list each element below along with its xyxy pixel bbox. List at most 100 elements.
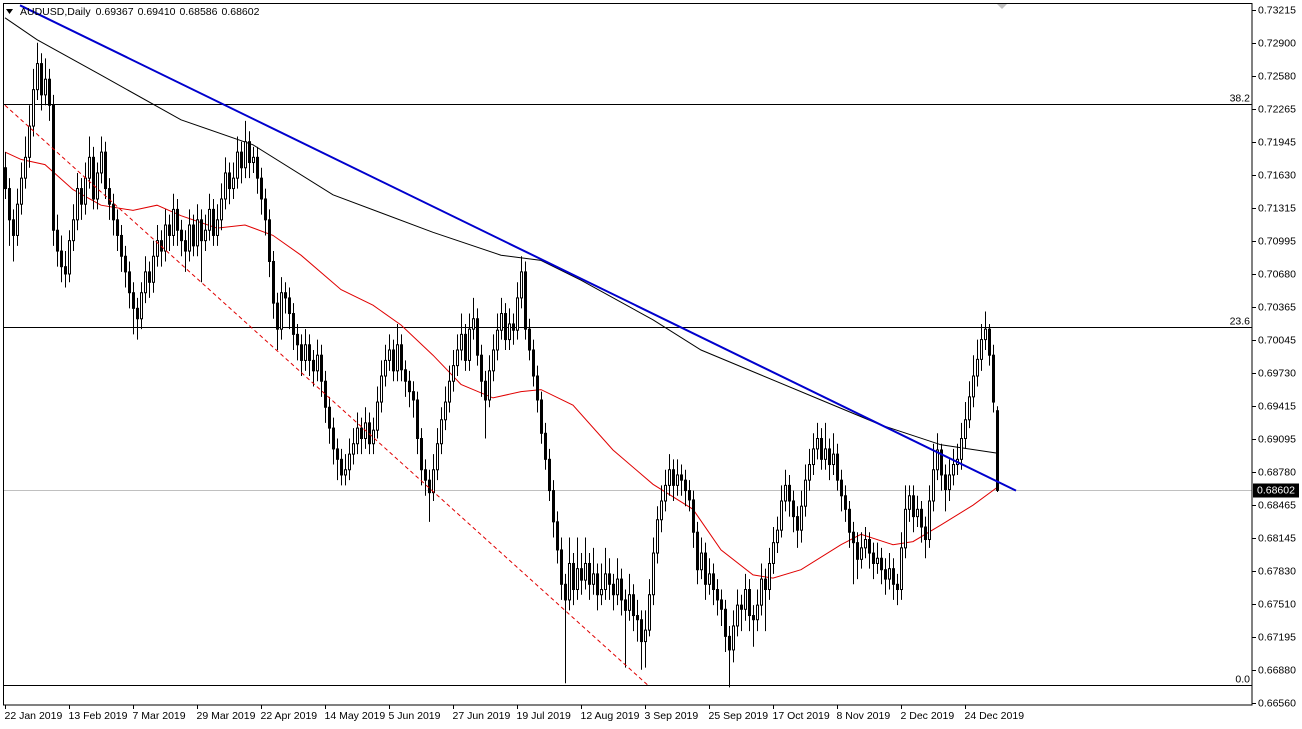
candle-body — [36, 63, 39, 91]
y-tick-label: 0.69415 — [1258, 400, 1296, 412]
candle-body — [284, 292, 287, 299]
candle-body — [372, 429, 375, 445]
candle-body — [948, 474, 951, 491]
y-tick-label: 0.71945 — [1258, 136, 1296, 148]
candle-body — [728, 635, 731, 651]
candle-body — [88, 156, 91, 179]
x-tick-label: 25 Sep 2019 — [709, 710, 769, 722]
candle-body — [320, 354, 323, 382]
candle-body — [360, 427, 363, 440]
candle-body — [980, 339, 983, 360]
candle-body — [68, 240, 71, 275]
candle-body — [740, 604, 743, 610]
candle-body — [96, 172, 99, 200]
y-tick-label: 0.73215 — [1258, 4, 1296, 16]
candle-body — [212, 208, 215, 236]
candle-body — [480, 354, 483, 382]
candle-body — [636, 615, 639, 621]
candle-body — [136, 307, 139, 320]
candle-body — [652, 552, 655, 596]
candle-body — [424, 469, 427, 481]
candle-body — [392, 349, 395, 372]
candle-body — [184, 240, 187, 252]
candle-body — [428, 479, 431, 494]
candle-body — [80, 188, 83, 205]
candle-body — [220, 198, 223, 221]
candle-body — [768, 562, 771, 591]
candle-body — [516, 297, 519, 331]
candle-body — [448, 380, 451, 403]
candle-body — [528, 328, 531, 351]
candle-body — [8, 188, 11, 221]
header-close: 0.68602 — [222, 6, 260, 18]
candle-body — [648, 594, 651, 631]
level-label: 23.6 — [1230, 315, 1251, 327]
y-tick-label: 0.67510 — [1258, 598, 1296, 610]
candle-body — [444, 401, 447, 421]
candle-body — [16, 203, 19, 236]
candle-body — [228, 172, 231, 190]
candle-body — [700, 552, 703, 571]
candle-body — [148, 271, 151, 283]
x-tick-label: 17 Oct 2019 — [773, 710, 830, 722]
candle-body — [208, 208, 211, 231]
candle-body — [996, 410, 999, 491]
candle-body — [572, 562, 575, 591]
candle-body — [696, 531, 699, 571]
candle-body — [876, 557, 879, 564]
candle-body — [724, 608, 727, 637]
candle-body — [104, 151, 107, 190]
candle-body — [856, 542, 859, 560]
candle-body — [908, 495, 911, 510]
candle-body — [256, 156, 259, 179]
candle-body — [324, 380, 327, 408]
candle-body — [640, 619, 643, 643]
price-label: 0.68602 — [1257, 484, 1295, 496]
candle-body — [240, 151, 243, 169]
candle-body — [800, 505, 803, 531]
candle-body — [672, 469, 675, 486]
candle-body — [632, 594, 635, 617]
candle-body — [20, 177, 23, 205]
candle-body — [756, 604, 759, 621]
candle-body — [880, 557, 883, 571]
candle-body — [404, 369, 407, 382]
candle-body — [116, 219, 119, 236]
candle-body — [676, 474, 679, 486]
header-low: 0.68586 — [180, 6, 218, 18]
y-tick-label: 0.70365 — [1258, 301, 1296, 313]
candle-body — [204, 229, 207, 242]
candle-body — [764, 578, 767, 591]
candle-body — [488, 370, 491, 401]
candle-body — [524, 271, 527, 330]
candle-body — [868, 539, 871, 554]
y-tick-label: 0.70995 — [1258, 235, 1296, 247]
candle-body — [336, 448, 339, 460]
candle-body — [808, 464, 811, 481]
candle-body — [712, 573, 715, 591]
candle-body — [660, 500, 663, 521]
candle-body — [568, 562, 571, 601]
trendline — [4, 104, 649, 686]
menu-triangle[interactable] — [6, 9, 13, 14]
candle-body — [476, 318, 479, 356]
candle-body — [48, 78, 51, 106]
candle-body — [604, 573, 607, 591]
x-tick-label: 19 Jul 2019 — [517, 710, 571, 722]
candle-body — [852, 531, 855, 544]
candle-body — [484, 380, 487, 401]
candle-body — [656, 519, 659, 554]
trendline — [19, 4, 1017, 492]
candle-body — [268, 219, 271, 262]
candle-body — [196, 219, 199, 247]
candle-body — [896, 583, 899, 591]
candle-body — [504, 313, 507, 341]
candle-body — [164, 224, 167, 252]
candle-body — [776, 529, 779, 544]
y-tick-label: 0.67195 — [1258, 631, 1296, 643]
candle-body — [380, 375, 383, 403]
candle-body — [92, 156, 95, 200]
candle-body — [576, 568, 579, 591]
candle-body — [172, 208, 175, 236]
